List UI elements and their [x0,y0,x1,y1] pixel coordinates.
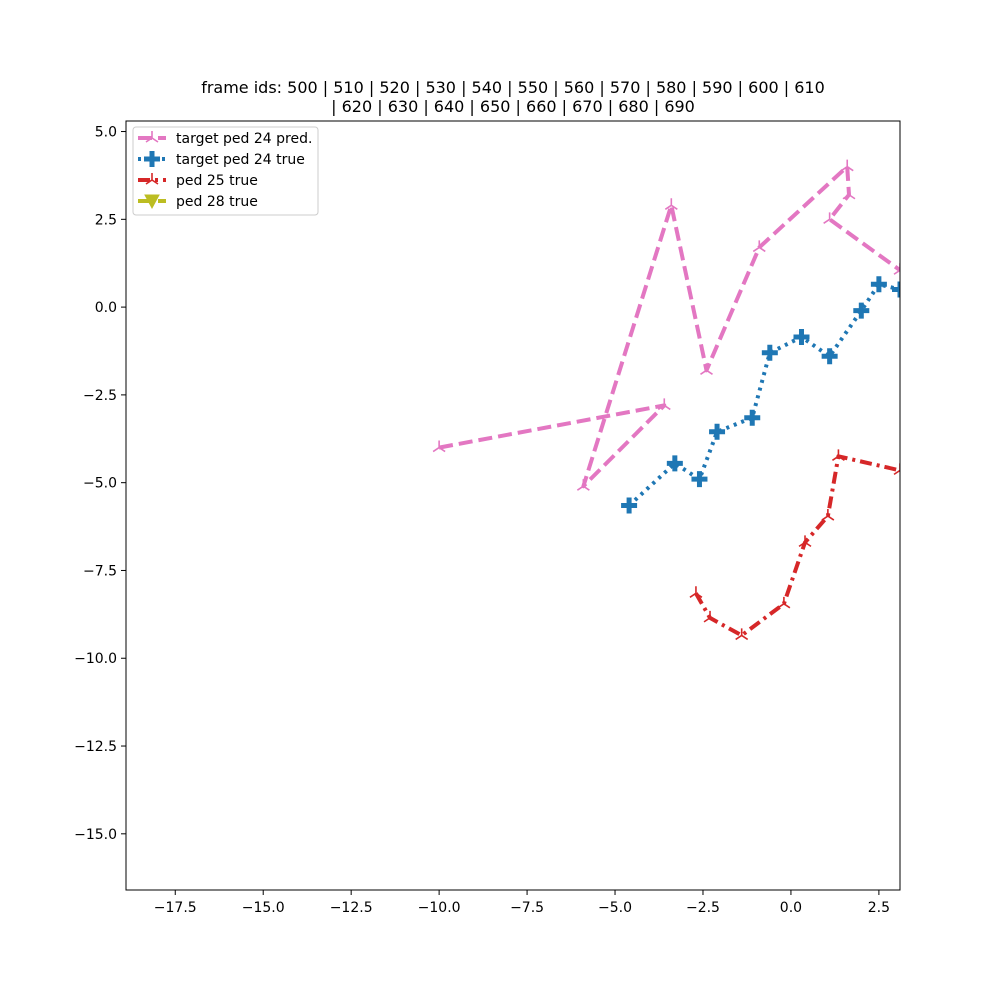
x-axis: −17.5 −15.0 −12.5 −10.0 −7.5 −5.0 −2.5 0.0 2.5 [154,890,890,916]
series-2-point-6 [831,449,845,462]
series-2-point-0 [689,586,703,598]
series-0-point-6 [840,159,854,172]
plot-frame [125,120,901,891]
series-line-1 [627,282,900,507]
x-tick-label-4: −7.5 [510,900,544,916]
chart-title-line-2: | 620 | 630 | 640 | 650 | 660 | 670 | 68… [331,97,695,116]
series-1-point-10 [892,281,900,298]
y-tick-label-6: −10.0 [74,651,117,667]
legend-marker-2 [145,173,159,185]
chart-title-line-1: frame ids: 500 | 510 | 520 | 530 | 540 |… [201,78,825,97]
series-2-point-5 [821,509,835,521]
series-1-point-7 [821,348,838,365]
series-0-point-5 [752,240,766,253]
series-1-point-8 [853,302,870,319]
series-1-point-3 [709,423,726,440]
series-0-point-8 [823,212,837,224]
series-1-point-5 [761,344,778,361]
series-0-point-0 [432,440,446,453]
legend: target ped 24 pred. target ped 24 true ped… [132,126,319,216]
x-tick-label-1: −15.0 [242,900,285,916]
y-tick-label-5: −7.5 [83,563,117,579]
x-tick-label-8: 2.5 [868,900,890,916]
series-0-point-3 [664,198,678,210]
series-0-point-2 [576,479,590,491]
y-axis: 5.0 2.5 0.0 −2.5 −5.0 −7.5 −10.0 −12.5 −15.0 [74,125,126,843]
series-0-point-4 [700,363,713,375]
series-0-point-1 [657,398,671,411]
series-2-point-1 [703,610,717,623]
series-2-point-4 [798,535,812,548]
legend-label-1: target ped 24 true [176,152,305,168]
legend-label-3: ped 28 true [176,194,258,210]
y-tick-label-0: 5.0 [95,125,117,141]
series-1-point-9 [870,276,887,293]
legend-marker-3 [144,194,160,210]
y-tick-label-1: 2.5 [95,212,117,228]
x-tick-label-3: −10.0 [418,900,461,916]
legend-label-2: ped 25 true [176,173,258,189]
y-tick-label-2: 0.0 [95,300,117,316]
plot-area [126,121,900,890]
y-tick-label-4: −5.0 [83,476,117,492]
x-tick-label-2: −12.5 [330,900,373,916]
y-tick-label-3: −2.5 [83,388,117,404]
legend-marker-0 [145,131,159,143]
series-line-0 [438,164,900,489]
x-tick-label-6: −2.5 [686,900,720,916]
series-1-point-2 [691,471,708,488]
x-tick-label-0: −17.5 [154,900,197,916]
series-2-point-7 [893,463,900,476]
legend-marker-1 [144,151,160,167]
series-2-point-2 [735,628,749,641]
series-2-point-3 [777,596,791,609]
series-0-point-9 [893,263,900,275]
y-tick-label-7: −12.5 [74,739,117,755]
series-1-point-4 [744,409,761,426]
x-tick-label-7: 0.0 [780,900,802,916]
y-tick-label-8: −15.0 [74,827,117,843]
legend-label-0: target ped 24 pred. [176,131,312,147]
series-1-point-0 [621,497,638,514]
series-0-point-7 [842,187,856,200]
series-layer [432,159,900,641]
series-1-point-1 [666,455,683,472]
x-tick-label-5: −5.0 [598,900,632,916]
legend-box [132,126,319,216]
series-1-point-6 [793,328,810,345]
